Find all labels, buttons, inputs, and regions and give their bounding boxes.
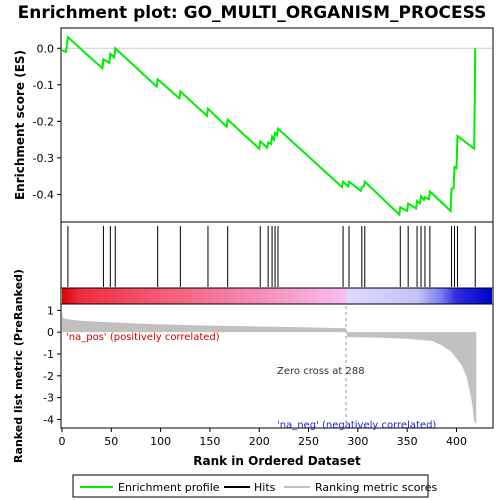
- x-tick-label: 350: [397, 435, 418, 448]
- legend-label-hits: Hits: [254, 481, 276, 494]
- hits-panel-frame: [60, 221, 494, 289]
- rank-colorbar: [62, 288, 492, 304]
- zero-cross-annotation: Zero cross at 288: [277, 366, 365, 377]
- x-tick-label: 300: [347, 435, 368, 448]
- legend-frame: [72, 474, 429, 498]
- legend-label-metric: Ranking metric scores: [315, 481, 437, 494]
- metric-y-axis-title: Ranked list metric (PreRanked): [12, 269, 25, 463]
- metric-y-axis: 1 0 -1 -2 -3 -4: [43, 304, 61, 426]
- x-tick-label: 200: [249, 435, 270, 448]
- x-tick-label: 250: [298, 435, 319, 448]
- es-y-axis: 0.0 -0.1 -0.2 -0.3 -0.4: [33, 42, 61, 201]
- hits-markers: [67, 226, 476, 287]
- metric-y-tick-label: 0: [47, 326, 54, 339]
- x-axis-title: Rank in Ordered Dataset: [193, 454, 361, 468]
- x-tick-label: 0: [59, 435, 66, 448]
- x-axis: 0 50 100 150 200 250 300 350 400: [59, 428, 467, 448]
- metric-y-tick-label: -1: [43, 348, 54, 361]
- neg-annotation: 'na_neg' (negatively correlated): [277, 420, 436, 431]
- metric-y-tick-label: -2: [43, 370, 54, 383]
- legend: Enrichment profile Hits Ranking metric s…: [72, 474, 437, 498]
- metric-y-tick-label: -4: [43, 413, 54, 426]
- x-tick-label: 150: [199, 435, 220, 448]
- es-y-tick-label: 0.0: [37, 42, 55, 55]
- es-y-tick-label: -0.3: [33, 152, 54, 165]
- es-y-tick-label: -0.4: [33, 188, 54, 201]
- chart-title: Enrichment plot: GO_MULTI_ORGANISM_PROCE…: [18, 3, 487, 23]
- x-tick-label: 50: [104, 435, 118, 448]
- es-y-tick-label: -0.1: [33, 79, 54, 92]
- es-panel-frame: [60, 27, 494, 223]
- x-tick-label: 400: [446, 435, 467, 448]
- legend-label-es: Enrichment profile: [118, 481, 220, 494]
- pos-annotation: 'na_pos' (positively correlated): [66, 332, 220, 343]
- metric-y-tick-label: 1: [47, 304, 54, 317]
- metric-y-tick-label: -3: [43, 392, 54, 405]
- es-y-tick-label: -0.2: [33, 115, 54, 128]
- es-line: [61, 35, 477, 217]
- x-tick-label: 100: [150, 435, 171, 448]
- es-y-axis-title: Enrichment score (ES): [13, 50, 27, 200]
